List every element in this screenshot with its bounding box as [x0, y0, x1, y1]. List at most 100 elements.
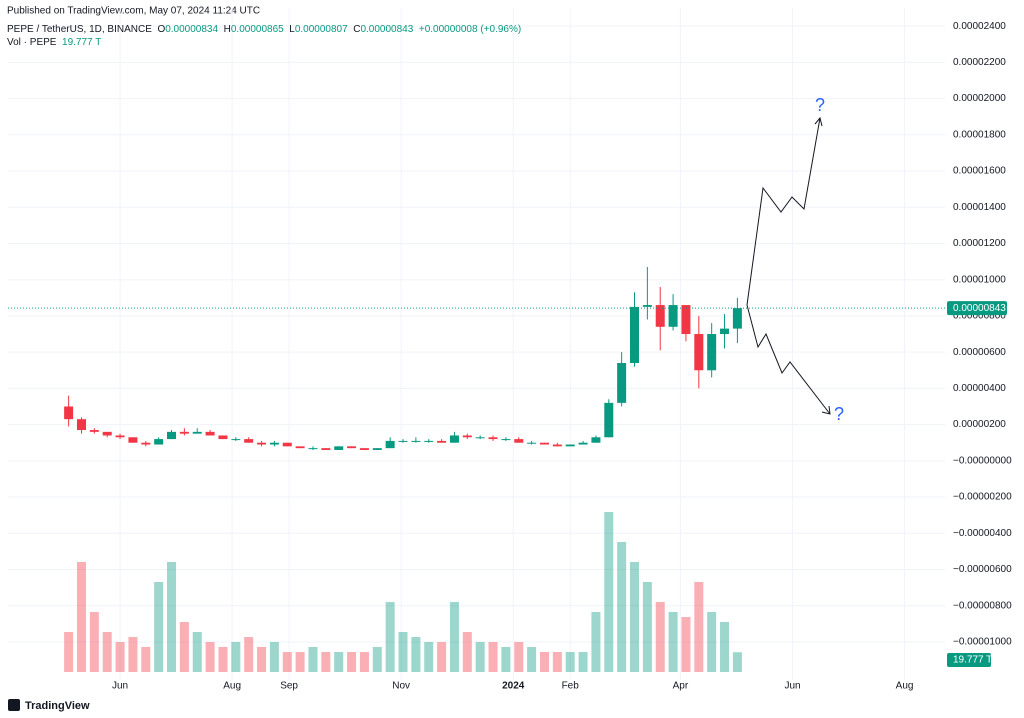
volume-bar — [591, 612, 601, 672]
volume-bar — [179, 622, 189, 672]
candle-body — [398, 440, 408, 442]
y-tick-label: −0.00000600 — [953, 564, 1012, 575]
volume-bar — [218, 647, 228, 672]
candle-body — [578, 442, 588, 445]
ohlc-letter: L — [289, 24, 295, 35]
x-tick-label: Feb — [562, 681, 580, 692]
volume-bar — [655, 602, 665, 672]
ohlc-value: 0.00000834 — [165, 24, 219, 35]
candle-body — [154, 439, 164, 445]
y-tick-label: −0.00000800 — [953, 600, 1012, 611]
candle-body — [720, 328, 730, 335]
candle-body — [334, 446, 344, 450]
candle-body — [257, 442, 267, 445]
volume-title: Vol · PEPE — [7, 37, 57, 48]
y-tick-label: 0.00002000 — [953, 93, 1006, 104]
volume-bar — [668, 612, 678, 672]
volume-bar — [141, 647, 151, 672]
volume-bar — [167, 562, 177, 672]
candle-body — [282, 442, 292, 447]
y-tick-label: 0.00000400 — [953, 383, 1006, 394]
volume-bar — [681, 617, 691, 672]
volume-bar — [347, 652, 357, 672]
candle-body — [462, 435, 472, 438]
candle-body — [192, 431, 202, 434]
legend-volume: Vol · PEPE 19.777 T — [7, 37, 101, 48]
candle-body — [565, 444, 575, 447]
y-tick-label: −0.00000400 — [953, 528, 1012, 539]
y-tick-label: −0.00001000 — [953, 637, 1012, 648]
candle-body — [437, 440, 447, 443]
volume-bar — [308, 647, 318, 672]
y-tick-label: −0.00000200 — [953, 492, 1012, 503]
candle-body — [76, 419, 86, 431]
price-box — [947, 301, 1007, 316]
candle-body — [115, 435, 125, 438]
volume-bar — [192, 632, 202, 672]
volume-bar — [732, 652, 742, 672]
x-tick-label: Sep — [280, 681, 298, 692]
volume-bar — [449, 602, 459, 672]
y-tick-label: −0.00000000 — [953, 455, 1012, 466]
logo — [8, 699, 20, 711]
volume-bar — [398, 632, 408, 672]
candle-body — [694, 334, 704, 371]
volume-bar — [475, 642, 485, 672]
candle-body — [475, 437, 485, 439]
candle-body — [244, 439, 254, 443]
candle-body — [501, 439, 511, 441]
candle-body — [347, 446, 357, 449]
forecast-down — [746, 304, 831, 415]
candle-body — [591, 437, 601, 443]
volume-bar — [424, 642, 434, 672]
candle-body — [64, 406, 74, 420]
volume-bar — [205, 642, 215, 672]
candle-body — [321, 448, 331, 450]
volume-bar — [257, 647, 267, 672]
volume-bar — [295, 652, 305, 672]
candle-body — [167, 431, 177, 440]
candle-body — [604, 402, 614, 438]
volume-bar — [462, 632, 472, 672]
candle-body — [630, 306, 640, 364]
candle-body — [449, 435, 459, 443]
volume-bar — [694, 582, 704, 672]
x-tick-label: 2024 — [502, 681, 525, 692]
volume-bar — [89, 612, 99, 672]
arrowhead — [821, 405, 831, 415]
x-tick-label: Nov — [392, 681, 410, 692]
volume-bar — [269, 642, 279, 672]
y-tick-label: 0.00002200 — [953, 57, 1006, 68]
volume-bar — [282, 652, 292, 672]
candle-body — [141, 442, 151, 445]
volume-value: 19.777 T — [62, 37, 102, 48]
candle-body — [128, 437, 138, 443]
candle-body — [372, 448, 382, 450]
volume-bar — [707, 612, 717, 672]
y-tick-label: 0.00002400 — [953, 21, 1006, 32]
legend-main: PEPE / TetherUS, 1D, BINANCE O0.00000834… — [7, 24, 521, 35]
ohlc-value: 0.00000865 — [230, 24, 284, 35]
y-tick-label: 0.00001000 — [953, 274, 1006, 285]
ohlc-value: 0.00000807 — [294, 24, 348, 35]
volume-bar — [231, 642, 241, 672]
volume-bar — [115, 642, 125, 672]
volume-bar — [565, 652, 575, 672]
candle-body — [668, 305, 678, 327]
volume-label: 19.777 T — [953, 655, 992, 666]
volume-bar — [411, 637, 421, 672]
candle-body — [527, 442, 537, 444]
candle-body — [707, 334, 717, 371]
candle-body — [269, 442, 279, 445]
arrowhead — [814, 116, 823, 127]
forecast-up — [746, 117, 821, 306]
volume-bar — [501, 647, 511, 672]
ohlc-letter: C — [353, 24, 361, 35]
y-tick-label: 0.00000200 — [953, 419, 1006, 430]
x-tick-label: Jun — [784, 681, 800, 692]
candle-body — [411, 440, 421, 442]
change: +0.00000008 (+0.96%) — [418, 24, 522, 35]
volume-bar — [334, 652, 344, 672]
y-tick-label: 0.00000800 — [953, 311, 1006, 322]
